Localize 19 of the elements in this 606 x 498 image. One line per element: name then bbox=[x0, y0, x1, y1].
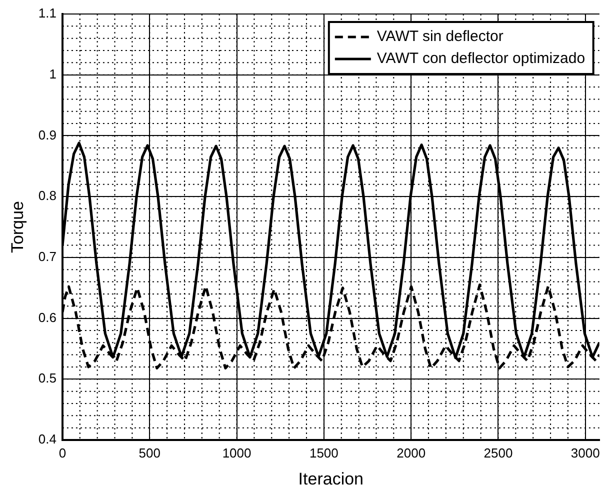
y-tick-label: 0.5 bbox=[38, 370, 56, 386]
x-tick-label: 0 bbox=[58, 445, 66, 460]
y-tick-label: 0.8 bbox=[38, 188, 56, 204]
x-tick-label: 2000 bbox=[396, 445, 426, 460]
y-tick-label: 1.1 bbox=[38, 6, 56, 21]
x-axis-title: Iteracion bbox=[298, 469, 364, 488]
y-tick-label: 0.7 bbox=[38, 249, 56, 264]
y-tick-label: 0.9 bbox=[38, 127, 56, 142]
y-axis-title: Torque bbox=[8, 201, 27, 253]
x-tick-label: 2500 bbox=[484, 445, 513, 460]
y-tick-label: 0.4 bbox=[38, 432, 56, 447]
x-tick-label: 3000 bbox=[570, 445, 600, 460]
x-tick-label: 1000 bbox=[222, 445, 252, 460]
x-tick-label: 1500 bbox=[309, 445, 338, 460]
y-tick-label: 1 bbox=[49, 66, 56, 82]
x-tick-label: 500 bbox=[138, 445, 160, 460]
y-tick-label: 0.6 bbox=[38, 310, 56, 325]
legend-label: VAWT con deflector optimizado bbox=[376, 50, 586, 68]
legend-label: VAWT sin deflector bbox=[376, 28, 504, 46]
